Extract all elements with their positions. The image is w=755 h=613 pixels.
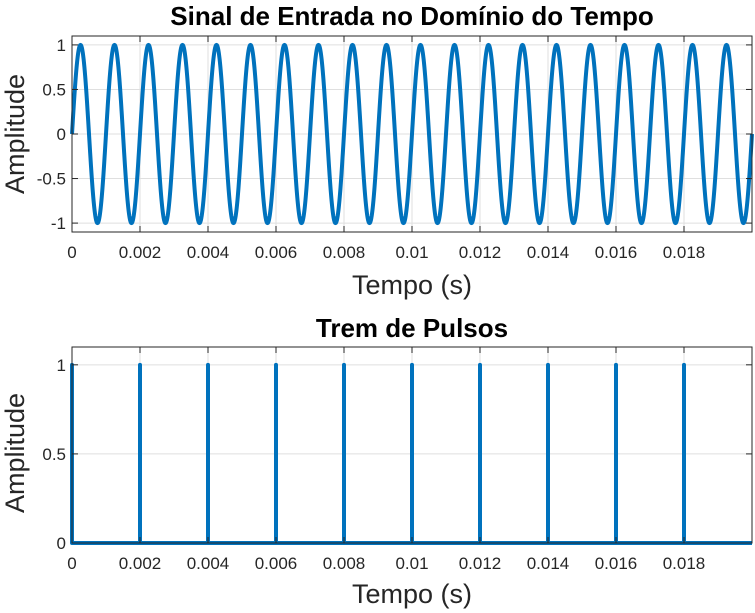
y-tick-label: 0 — [57, 534, 66, 553]
chart-title: Sinal de Entrada no Domínio do Tempo — [170, 1, 653, 31]
y-tick-label: -0.5 — [37, 170, 66, 189]
x-tick-label: 0 — [67, 554, 76, 573]
x-tick-label: 0.012 — [459, 554, 502, 573]
series-layer — [70, 42, 754, 226]
chart-pulse-train: Trem de Pulsos 0 0.002 0.004 0.006 0.008 0.01… — [0, 313, 753, 609]
x-tick-label: 0.004 — [187, 554, 230, 573]
y-tick-label: 0.5 — [42, 80, 66, 99]
x-axis-label: Tempo (s) — [352, 270, 472, 300]
x-tick-label: 0.016 — [595, 243, 638, 262]
x-tick-label: 0.006 — [255, 243, 298, 262]
x-axis-label: Tempo (s) — [352, 579, 472, 609]
chart-sine-signal: Sinal de Entrada no Domínio do Tempo 0 0.… — [0, 1, 754, 300]
x-ticks: 0 0.002 0.004 0.006 0.008 0.01 0.012 0.014 0.016… — [67, 347, 705, 573]
x-tick-label: 0.004 — [187, 243, 230, 262]
y-axis-label: Amplitude — [0, 393, 30, 513]
x-tick-label: 0.014 — [527, 554, 570, 573]
x-tick-label: 0.018 — [663, 243, 706, 262]
x-tick-label: 0 — [67, 243, 76, 262]
y-axis-label: Amplitude — [0, 74, 30, 194]
x-tick-label: 0.018 — [663, 554, 706, 573]
y-ticks: 00.51 — [42, 356, 752, 553]
y-tick-label: 1 — [57, 36, 66, 55]
x-tick-label: 0.012 — [459, 243, 502, 262]
x-tick-label: 0.006 — [255, 554, 298, 573]
y-ticks: -1 -0.5 0 0.5 1 — [37, 36, 752, 233]
x-tick-label: 0.014 — [527, 243, 570, 262]
chart-title: Trem de Pulsos — [316, 313, 508, 343]
series-line — [70, 42, 754, 226]
x-tick-label: 0.01 — [395, 554, 428, 573]
y-tick-label: 0.5 — [42, 445, 66, 464]
x-tick-label: 0.008 — [323, 243, 366, 262]
x-tick-label: 0.002 — [119, 243, 162, 262]
x-tick-label: 0.01 — [395, 243, 428, 262]
x-tick-label: 0.008 — [323, 554, 366, 573]
y-tick-label: 1 — [57, 356, 66, 375]
x-tick-label: 0.016 — [595, 554, 638, 573]
x-tick-label: 0.002 — [119, 554, 162, 573]
y-tick-label: -1 — [51, 214, 66, 233]
x-ticks: 0 0.002 0.004 0.006 0.008 0.01 0.012 0.014 0.016… — [67, 36, 705, 262]
y-tick-label: 0 — [57, 125, 66, 144]
